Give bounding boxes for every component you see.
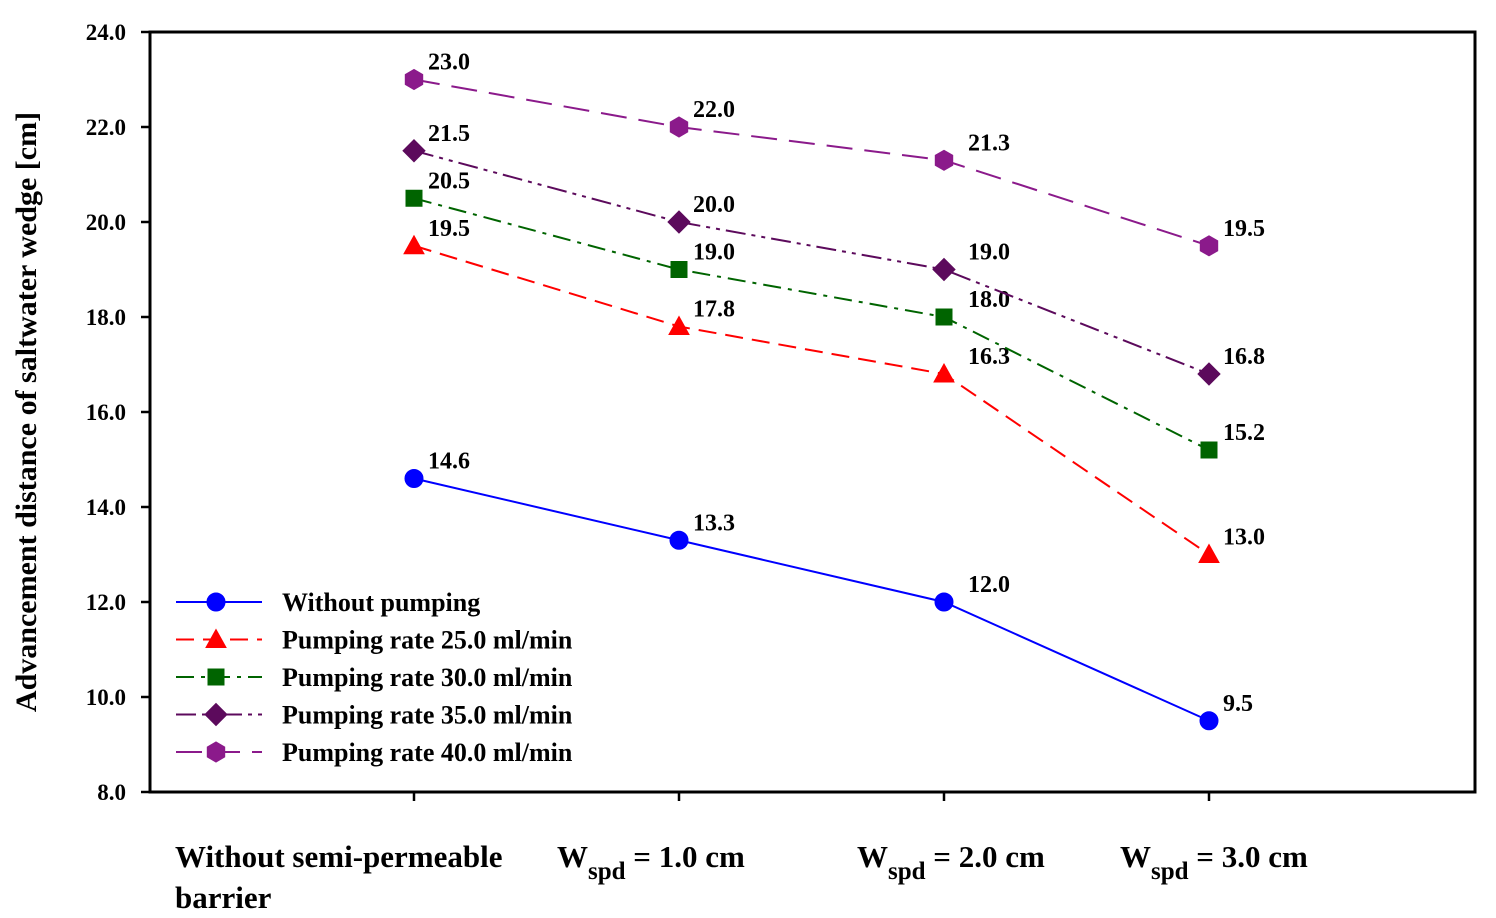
x-category-rest: = 3.0 cm xyxy=(1189,839,1308,874)
data-label: 17.8 xyxy=(693,297,735,323)
x-axis: Without semi-permeable barrier Wspd = 1.0 … xyxy=(175,792,1308,915)
x-category-subscript: spd xyxy=(588,858,626,885)
x-category-rest: = 1.0 cm xyxy=(626,839,745,874)
legend-marker xyxy=(207,668,225,686)
data-point xyxy=(1198,543,1220,563)
data-point xyxy=(1197,362,1221,386)
x-category-main: W xyxy=(557,839,588,874)
y-tick-label: 18.0 xyxy=(86,305,126,330)
legend-label: Pumping rate 30.0 ml/min xyxy=(282,663,573,692)
data-point xyxy=(404,469,424,488)
y-tick-label: 10.0 xyxy=(86,685,126,710)
legend-marker xyxy=(206,741,226,763)
x-category-label: Wspd = 3.0 cm xyxy=(1120,839,1308,885)
series-3: 20.5 19.0 18.0 15.2 xyxy=(405,168,1265,459)
data-label: 16.8 xyxy=(1223,344,1265,370)
data-point xyxy=(1199,235,1219,257)
legend-label: Pumping rate 40.0 ml/min xyxy=(282,738,573,767)
data-label: 20.5 xyxy=(428,168,470,194)
data-label: 21.5 xyxy=(428,121,470,147)
legend-item: Pumping rate 30.0 ml/min xyxy=(176,663,573,692)
y-tick-label: 12.0 xyxy=(86,590,126,615)
y-tick-label: 24.0 xyxy=(86,20,126,45)
y-axis-title: Advancement distance of saltwater wedge … xyxy=(10,112,43,712)
data-label: 12.0 xyxy=(968,572,1010,598)
legend-marker xyxy=(204,702,228,727)
x-category-label-line2: barrier xyxy=(175,880,272,915)
x-category-main: W xyxy=(857,839,888,874)
series-line xyxy=(413,244,1210,556)
legend: Without pumping Pumping rate 25.0 ml/min P… xyxy=(176,588,573,767)
y-tick-label: 22.0 xyxy=(86,115,126,140)
data-label: 16.3 xyxy=(968,344,1010,370)
y-tick-label: 20.0 xyxy=(86,210,126,235)
data-label: 21.3 xyxy=(968,130,1010,156)
series-1: 14.6 13.3 12.0 9.5 xyxy=(404,449,1253,731)
legend-marker xyxy=(206,592,226,612)
data-point xyxy=(932,257,956,282)
series-2: 19.5 17.8 16.3 13.0 xyxy=(403,216,1265,563)
data-label: 15.2 xyxy=(1223,420,1265,446)
x-category-label: Wspd = 2.0 cm xyxy=(857,839,1045,885)
data-label: 9.5 xyxy=(1223,691,1253,717)
series-line xyxy=(413,477,1210,722)
data-point xyxy=(935,308,953,326)
data-label: 13.0 xyxy=(1223,525,1265,551)
data-label: 23.0 xyxy=(428,50,470,76)
x-category-rest: = 2.0 cm xyxy=(926,839,1045,874)
legend-label: Pumping rate 25.0 ml/min xyxy=(282,626,573,655)
y-tick-label: 16.0 xyxy=(86,400,126,425)
data-point xyxy=(669,530,689,550)
data-point xyxy=(404,68,424,91)
data-point xyxy=(667,210,691,234)
legend-label: Pumping rate 35.0 ml/min xyxy=(282,701,573,730)
data-point xyxy=(670,261,688,278)
series-5: 23.0 22.0 21.3 19.5 xyxy=(404,50,1265,257)
legend-marker xyxy=(205,628,227,648)
data-label: 19.0 xyxy=(693,240,735,266)
data-label: 22.0 xyxy=(693,97,735,123)
data-label: 18.0 xyxy=(968,287,1010,313)
data-label: 20.0 xyxy=(693,192,735,218)
data-point xyxy=(1199,711,1219,731)
y-tick-label: 14.0 xyxy=(86,495,126,520)
x-category-subscript: spd xyxy=(888,858,926,885)
legend-item: Pumping rate 35.0 ml/min xyxy=(176,701,573,730)
x-category-subscript: spd xyxy=(1151,858,1189,885)
data-point xyxy=(934,592,954,612)
data-label: 19.5 xyxy=(428,216,470,242)
data-point xyxy=(1200,441,1218,459)
series-line xyxy=(413,149,1210,375)
data-label: 19.5 xyxy=(1223,216,1265,242)
data-label: 19.0 xyxy=(968,240,1010,266)
legend-item: Without pumping xyxy=(176,588,480,617)
legend-label: Without pumping xyxy=(282,588,480,617)
series-line xyxy=(413,78,1210,247)
data-label: 14.6 xyxy=(428,449,470,475)
legend-item: Pumping rate 25.0 ml/min xyxy=(176,626,573,655)
series-4: 21.5 20.0 19.0 16.8 xyxy=(402,121,1265,386)
data-point xyxy=(934,149,954,171)
data-label: 13.3 xyxy=(693,510,735,536)
x-category-main: W xyxy=(1120,839,1151,874)
data-point xyxy=(402,139,426,163)
data-point xyxy=(669,116,689,138)
series-layer: 14.613.312.09.519.517.816.313.020.519.01… xyxy=(402,50,1265,731)
y-tick-label: 8.0 xyxy=(97,780,126,805)
x-category-label: Wspd = 1.0 cm xyxy=(557,839,745,885)
data-point xyxy=(405,189,423,207)
data-point xyxy=(933,362,955,383)
series-line xyxy=(413,197,1210,451)
y-axis: 8.0 10.0 12.0 14.0 16.0 18.0 20.0 22.0 24.0 xyxy=(86,20,150,805)
data-point xyxy=(403,234,425,255)
x-category-label: Without semi-permeable xyxy=(175,839,502,874)
data-point xyxy=(668,315,690,335)
legend-item: Pumping rate 40.0 ml/min xyxy=(176,738,573,767)
